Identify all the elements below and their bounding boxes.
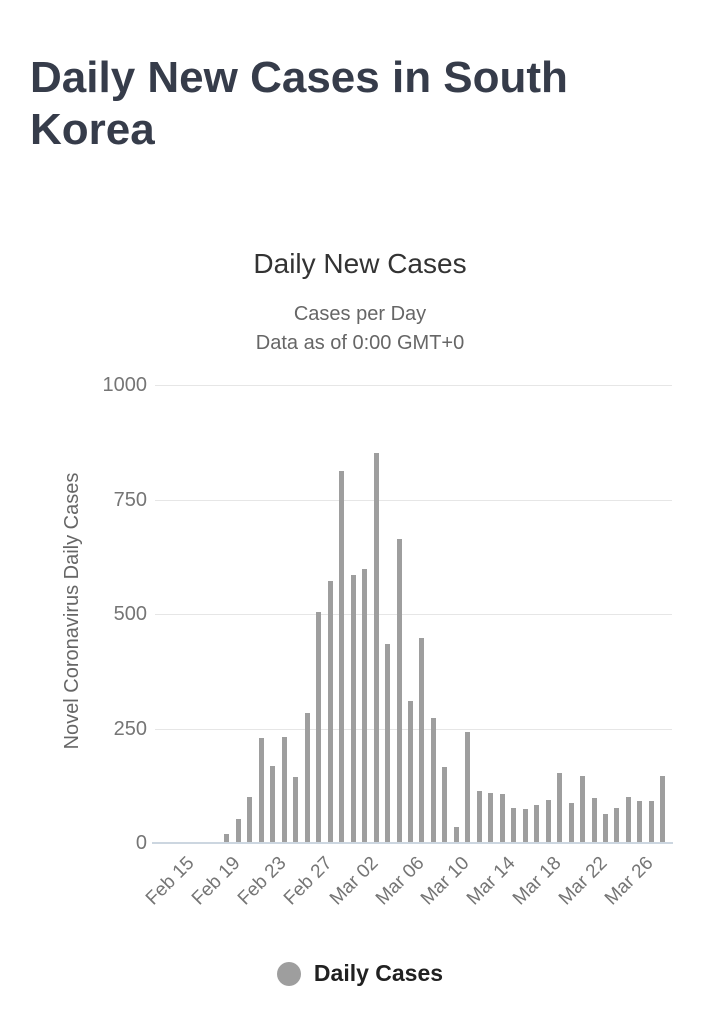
bar-mar-20 (568, 803, 574, 843)
y-axis-label-250: 250 (113, 717, 147, 740)
gridline-1000 (155, 385, 672, 386)
bar-mar-27 (648, 801, 654, 843)
chart-subtitle: Cases per Day Data as of 0:00 GMT+0 (20, 300, 700, 358)
chart-subtitle-line2: Data as of 0:00 GMT+0 (255, 332, 465, 354)
bar-mar-23 (602, 813, 608, 843)
bar-mar-06 (408, 701, 413, 843)
bar-mar-12 (476, 790, 482, 843)
bar-mar-24 (614, 808, 620, 843)
bar-mar-05 (396, 539, 402, 843)
y-axis-label-0: 0 (135, 832, 147, 854)
bar-mar-18 (545, 800, 551, 843)
bar-mar-02 (362, 568, 368, 843)
bar-feb-29 (339, 470, 345, 843)
legend-marker-circle-icon (276, 961, 301, 986)
bar-mar-10 (453, 826, 459, 843)
bar-mar-04 (385, 643, 391, 843)
page-title: Daily New Cases in South Korea (30, 53, 568, 154)
bar-mar-14 (499, 793, 505, 843)
bar-mar-11 (465, 732, 471, 843)
bar-mar-16 (522, 809, 528, 843)
bar-mar-03 (373, 453, 379, 843)
bar-feb-23 (270, 765, 276, 843)
gridline-250 (155, 728, 672, 730)
bar-mar-07 (419, 637, 425, 843)
bar-feb-28 (327, 581, 333, 843)
legend-label: Daily Cases (313, 960, 444, 986)
legend-item-daily-cases[interactable]: Daily Cases (276, 960, 444, 987)
bar-feb-21 (247, 797, 253, 843)
y-axis-label-500: 500 (113, 603, 147, 625)
bar-mar-21 (580, 775, 586, 843)
bar-feb-25 (293, 777, 299, 843)
bar-feb-27 (316, 611, 322, 843)
bar-mar-26 (637, 801, 643, 843)
bar-mar-09 (442, 767, 448, 843)
bar-feb-22 (258, 738, 264, 843)
y-axis-label-1000: 1000 (102, 374, 148, 396)
bar-mar-25 (625, 797, 631, 843)
bar-feb-19 (224, 833, 230, 843)
bar-feb-26 (304, 712, 310, 843)
bar-mar-17 (534, 804, 540, 843)
bar-mar-01 (350, 574, 356, 843)
chart-title: Daily New Cases (253, 248, 467, 279)
bar-feb-24 (281, 737, 287, 843)
bar-mar-19 (557, 773, 563, 843)
legend: Daily Cases (20, 960, 700, 987)
bar-mar-28 (660, 776, 666, 843)
bar-mar-15 (511, 808, 517, 843)
bar-mar-08 (430, 718, 436, 843)
bar-mar-22 (591, 798, 597, 843)
y-axis-label-750: 750 (113, 488, 147, 511)
chart-subtitle-line1: Cases per Day (293, 303, 427, 325)
bar-mar-13 (488, 792, 494, 843)
bar-feb-20 (235, 818, 241, 843)
gridline-750 (155, 499, 672, 501)
x-axis-line (152, 842, 673, 844)
gridline-500 (155, 614, 672, 615)
